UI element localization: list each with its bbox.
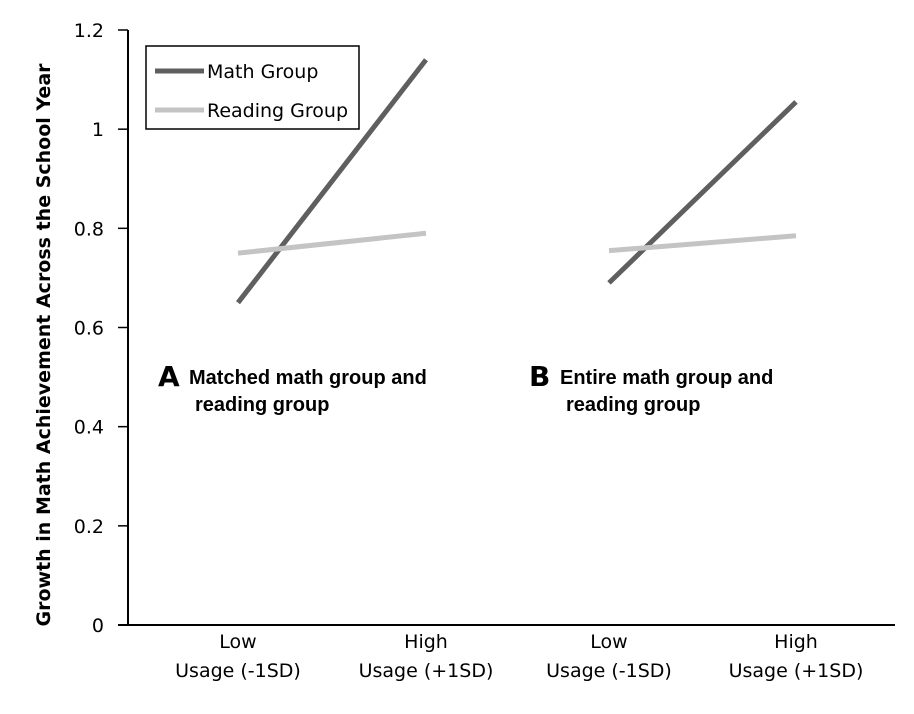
x-tick-label: High [774, 631, 818, 653]
legend-label-reading: Reading Group [207, 100, 348, 122]
x-tick-label: Usage (+1SD) [729, 660, 864, 682]
x-tick-label: High [404, 631, 448, 653]
panel-a-text-line-2: reading group [195, 394, 329, 416]
y-tick-label: 0.4 [74, 417, 104, 439]
y-tick-label: 0.6 [74, 318, 104, 340]
panel-b-text-line-1: Entire math group and [560, 367, 773, 389]
y-axis-ticks: 0 0.2 0.4 0.6 0.8 1 1.2 [74, 20, 128, 637]
y-tick-label: 0.8 [74, 218, 104, 240]
x-tick-label: Usage (-1SD) [175, 660, 301, 682]
legend-box [145, 45, 360, 130]
series-lines [236, 58, 798, 305]
panel-b-letter: B [529, 360, 550, 393]
series-line-reading-panel-a [237, 230, 427, 256]
y-tick-label: 1.2 [74, 20, 104, 42]
panel-a-letter: A [158, 360, 180, 393]
series-line-math-panel-b [607, 100, 798, 285]
x-tick-label: Usage (-1SD) [546, 660, 672, 682]
x-tick-label: Usage (+1SD) [359, 660, 494, 682]
x-tick-label: Low [590, 631, 627, 653]
panel-b-annotation: B Entire math group and reading group [529, 360, 773, 416]
panel-a-annotation: A Matched math group and reading group [158, 360, 427, 416]
panel-a-text-line-1: Matched math group and [189, 367, 427, 389]
series-line-reading-panel-b [608, 233, 797, 254]
panel-b-text-line-2: reading group [566, 394, 700, 416]
x-tick-label: Low [219, 631, 256, 653]
y-tick-label: 1 [92, 119, 104, 141]
y-tick-label: 0 [92, 615, 104, 637]
series-line-math-panel-a [236, 58, 428, 305]
x-axis-ticks: Low Usage (-1SD) High Usage (+1SD) Low Usage … [175, 631, 863, 682]
legend-label-math: Math Group [207, 61, 318, 83]
y-axis-label: Growth in Math Achievement Across the Sc… [33, 63, 55, 627]
y-tick-label: 0.2 [74, 516, 104, 538]
legend: Math Group Reading Group [145, 45, 360, 130]
